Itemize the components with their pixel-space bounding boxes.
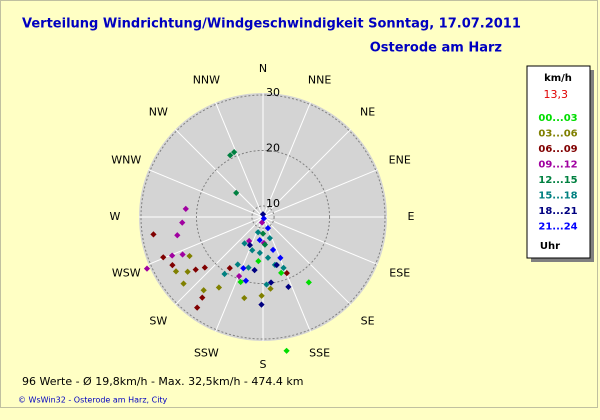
data-point [231, 149, 238, 156]
data-point [241, 240, 248, 247]
data-point [242, 277, 250, 284]
data-point [143, 265, 151, 272]
grid-ring [251, 205, 275, 229]
direction-label: ESE [389, 267, 410, 280]
direction-label: N [259, 62, 267, 75]
legend-unit: Uhr [540, 241, 560, 252]
legend-title: km/h [544, 73, 572, 84]
r-tick-label: 10 [266, 197, 280, 210]
r-tick-label: 20 [266, 141, 280, 154]
spoke [262, 102, 311, 218]
legend-entry: 00...03 [538, 113, 577, 124]
direction-label: WSW [112, 267, 141, 280]
stats: 96 Werte - Ø 19,8km/h - Max. 32,5km/h - … [22, 375, 303, 388]
direction-label: NNE [308, 73, 331, 86]
direction-label: W [110, 210, 121, 223]
spoke [262, 128, 352, 218]
spoke [262, 216, 378, 265]
legend-entry: 12...15 [538, 175, 577, 186]
legend-entry: 09...12 [538, 160, 577, 171]
data-point [285, 283, 292, 290]
data-point [235, 273, 243, 280]
data-point [278, 269, 285, 277]
chart-title: Verteilung Windrichtung/Windgeschwindigk… [22, 17, 521, 32]
data-point [192, 266, 199, 273]
data-point [254, 229, 262, 236]
spoke [215, 102, 264, 218]
direction-label: NW [149, 105, 168, 118]
direction-label: E [408, 210, 415, 223]
spoke [148, 169, 264, 218]
data-point [259, 211, 267, 218]
data-point [269, 246, 277, 253]
data-point [233, 189, 240, 196]
data-point [174, 232, 181, 239]
direction-label: SW [149, 315, 167, 328]
direction-label: ENE [389, 153, 411, 166]
r-tick-label: 30 [266, 86, 280, 99]
data-point [264, 254, 272, 261]
direction-label: WNW [111, 153, 141, 166]
data-point [258, 301, 265, 308]
grid-ring [140, 94, 386, 340]
data-point [263, 281, 270, 288]
data-point [305, 279, 312, 286]
data-point [200, 287, 207, 294]
direction-label: SSE [309, 347, 330, 360]
spoke [174, 128, 264, 218]
data-point [273, 261, 280, 269]
direction-label: S [260, 358, 267, 371]
data-point [245, 264, 252, 271]
data-point [255, 258, 262, 265]
legend-entry: 03...06 [538, 129, 577, 140]
frame [0, 0, 598, 408]
direction-label: NNW [193, 73, 220, 86]
credit: © WsWin32 - Osterode am Harz, City [18, 396, 168, 405]
spoke [174, 216, 264, 306]
legend-entry: 06...09 [538, 144, 577, 155]
data-point [234, 261, 241, 268]
data-point [267, 279, 275, 286]
data-point [280, 264, 287, 272]
data-point [283, 347, 290, 354]
spoke [262, 216, 352, 306]
data-point [267, 285, 274, 292]
direction-label: NE [360, 105, 375, 118]
data-point [179, 219, 186, 226]
direction-label: SE [361, 315, 375, 328]
chart-subtitle: Osterode am Harz [370, 41, 502, 56]
legend-entry: 15...18 [538, 191, 577, 202]
current-value: 13,3 [544, 88, 569, 101]
spoke [262, 169, 378, 218]
data-point [258, 292, 265, 299]
legend-entry: 18...21 [538, 206, 577, 217]
legend-entry: 21...24 [538, 222, 577, 233]
legend-box [526, 65, 591, 259]
data-point [251, 267, 258, 274]
direction-label: SSW [194, 347, 219, 360]
data-point [249, 247, 256, 254]
grid-ring [195, 149, 331, 285]
spoke [148, 216, 264, 265]
data-point [246, 242, 253, 249]
data-point [283, 270, 290, 277]
